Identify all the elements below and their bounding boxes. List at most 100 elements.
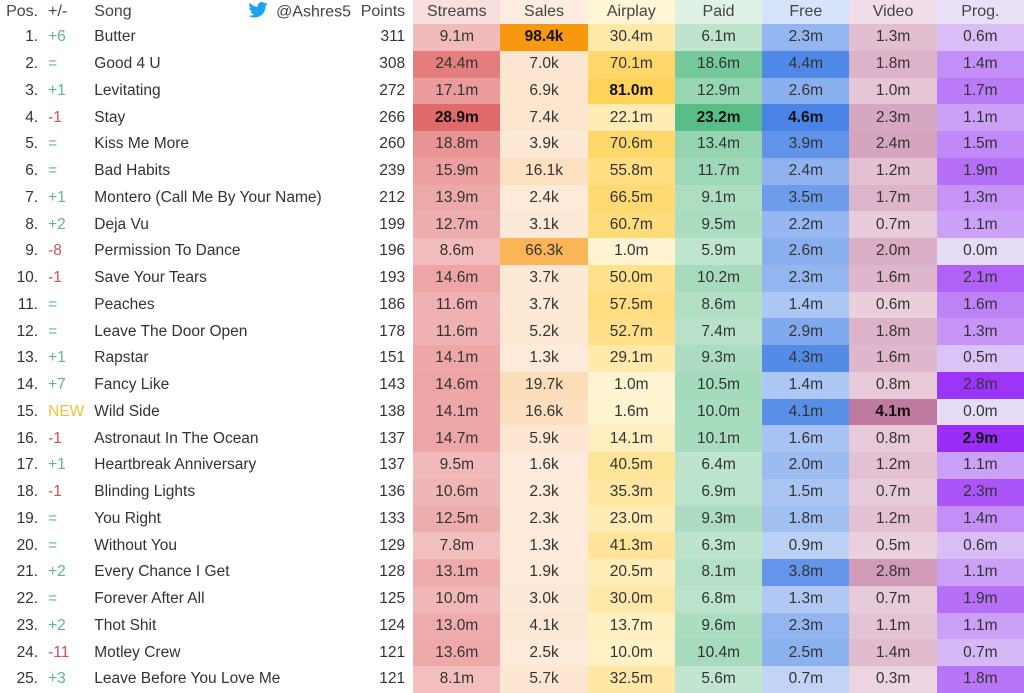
song-title: Blinding Lights bbox=[94, 483, 196, 501]
position-change: -11 bbox=[48, 643, 70, 661]
video-value: 1.8m bbox=[849, 318, 937, 345]
prog-value: 0.7m bbox=[936, 639, 1024, 666]
paid-value: 6.1m bbox=[674, 24, 763, 51]
header-paid: Paid bbox=[674, 0, 763, 24]
song-title: Good 4 U bbox=[94, 55, 161, 73]
song-title: Forever After All bbox=[94, 590, 205, 608]
position: 18. bbox=[16, 483, 39, 501]
song-title: Leave The Door Open bbox=[94, 322, 248, 340]
streams-value: 11.6m bbox=[413, 318, 501, 345]
paid-value: 6.8m bbox=[674, 585, 763, 613]
position: 23. bbox=[16, 616, 39, 634]
free-value: 2.3m bbox=[762, 264, 850, 292]
sales-value: 1.9k bbox=[500, 559, 588, 586]
table-row: 2. = Good 4 U 308 24.4m 7.0k 70.1m 18.6m 4.4m… bbox=[0, 50, 1024, 78]
video-value: 1.0m bbox=[849, 77, 937, 105]
song-title: Leave Before You Love Me bbox=[94, 670, 281, 688]
song-title: Heartbreak Anniversary bbox=[94, 456, 257, 474]
free-value: 1.4m bbox=[762, 371, 850, 399]
header-free: Free bbox=[762, 0, 850, 24]
video-value: 1.2m bbox=[849, 452, 937, 479]
paid-value: 5.9m bbox=[674, 238, 763, 265]
position-change: +6 bbox=[48, 28, 66, 46]
sales-value: 2.4k bbox=[500, 184, 588, 212]
song-title: Fancy Like bbox=[94, 376, 170, 394]
free-value: 4.6m bbox=[762, 104, 850, 131]
table-row: 17. +1 Heartbreak Anniversary 137 9.5m 1.6… bbox=[0, 452, 1024, 479]
sales-value: 5.2k bbox=[500, 318, 588, 345]
streams-value: 9.1m bbox=[413, 24, 501, 51]
position: 4. bbox=[25, 108, 39, 126]
points: 128 bbox=[379, 563, 406, 581]
sales-value: 3.7k bbox=[500, 264, 588, 292]
streams-value: 13.0m bbox=[413, 612, 501, 640]
streams-value: 13.1m bbox=[413, 559, 501, 586]
header-streams: Streams bbox=[413, 0, 501, 24]
prog-value: 0.5m bbox=[936, 345, 1024, 372]
video-value: 0.3m bbox=[849, 666, 937, 693]
free-value: 0.9m bbox=[762, 532, 850, 559]
free-value: 2.5m bbox=[762, 639, 850, 666]
table-row: 5. = Kiss Me More 260 18.8m 3.9k 70.6m 13.4m… bbox=[0, 131, 1024, 158]
prog-value: 1.3m bbox=[936, 184, 1024, 212]
table-row: 22. = Forever After All 125 10.0m 3.0k 30.0… bbox=[0, 585, 1024, 613]
song-title: Montero (Call Me By Your Name) bbox=[94, 188, 322, 206]
prog-value: 1.3m bbox=[936, 318, 1024, 345]
song-title: Motley Crew bbox=[94, 643, 181, 661]
video-value: 2.8m bbox=[849, 559, 937, 586]
position-change: +3 bbox=[48, 670, 66, 688]
position: 14. bbox=[16, 376, 39, 394]
position-change: NEW bbox=[48, 402, 85, 420]
table-row: 19. = You Right 133 12.5m 2.3k 23.0m 9.3m 1.8… bbox=[0, 505, 1024, 533]
prog-value: 2.9m bbox=[936, 425, 1024, 452]
points: 133 bbox=[379, 509, 406, 527]
table-row: 21. +2 Every Chance I Get 128 13.1m 1.9k 20… bbox=[0, 559, 1024, 586]
streams-value: 28.9m bbox=[413, 104, 501, 131]
points: 137 bbox=[379, 456, 406, 474]
song-title: Bad Habits bbox=[94, 162, 171, 180]
position-change: -1 bbox=[48, 429, 62, 447]
airplay-value: 70.1m bbox=[587, 50, 675, 78]
airplay-value: 60.7m bbox=[587, 211, 675, 238]
table-row: 18. -1 Blinding Lights 136 10.6m 2.3k 35.3m… bbox=[0, 478, 1024, 506]
points: 311 bbox=[380, 28, 406, 46]
video-value: 0.7m bbox=[849, 211, 937, 238]
position: 21. bbox=[16, 563, 39, 581]
position-change: = bbox=[48, 509, 58, 527]
prog-value: 1.6m bbox=[936, 291, 1024, 319]
free-value: 2.3m bbox=[762, 24, 850, 51]
video-value: 4.1m bbox=[849, 398, 937, 426]
points: 124 bbox=[379, 616, 406, 634]
song-title: Thot Shit bbox=[94, 616, 157, 634]
airplay-value: 40.5m bbox=[587, 452, 675, 479]
streams-value: 11.6m bbox=[413, 291, 501, 319]
position: 3. bbox=[25, 81, 39, 99]
table-row: 12. = Leave The Door Open 178 11.6m 5.2k 52… bbox=[0, 318, 1024, 345]
free-value: 1.3m bbox=[762, 585, 850, 613]
paid-value: 11.7m bbox=[674, 157, 763, 185]
position: 24. bbox=[16, 643, 39, 661]
header-row: Pos. +/- Song @Ashres5 Points Streams Sa… bbox=[0, 0, 1024, 24]
sales-value: 1.3k bbox=[500, 532, 588, 559]
points: 239 bbox=[379, 162, 406, 180]
twitter-credit: @Ashres5 bbox=[241, 0, 351, 24]
position-change: +2 bbox=[48, 215, 66, 233]
paid-value: 10.4m bbox=[674, 639, 763, 666]
position: 1. bbox=[25, 28, 39, 46]
position-change: +1 bbox=[48, 81, 66, 99]
prog-value: 1.8m bbox=[936, 666, 1024, 693]
paid-value: 8.6m bbox=[674, 291, 763, 319]
prog-value: 1.9m bbox=[936, 157, 1024, 185]
prog-value: 2.8m bbox=[936, 371, 1024, 399]
position: 2. bbox=[25, 55, 39, 73]
paid-value: 12.9m bbox=[674, 77, 763, 105]
table-row: 13. +1 Rapstar 151 14.1m 1.3k 29.1m 9.3m 4.3m… bbox=[0, 345, 1024, 372]
header-change: +/- bbox=[48, 3, 68, 20]
video-value: 1.2m bbox=[849, 157, 937, 185]
free-value: 4.3m bbox=[762, 345, 850, 372]
free-value: 2.6m bbox=[762, 238, 850, 265]
airplay-value: 81.0m bbox=[587, 77, 675, 105]
streams-value: 13.9m bbox=[413, 184, 501, 212]
position: 15. bbox=[16, 402, 39, 420]
video-value: 1.4m bbox=[849, 639, 937, 666]
